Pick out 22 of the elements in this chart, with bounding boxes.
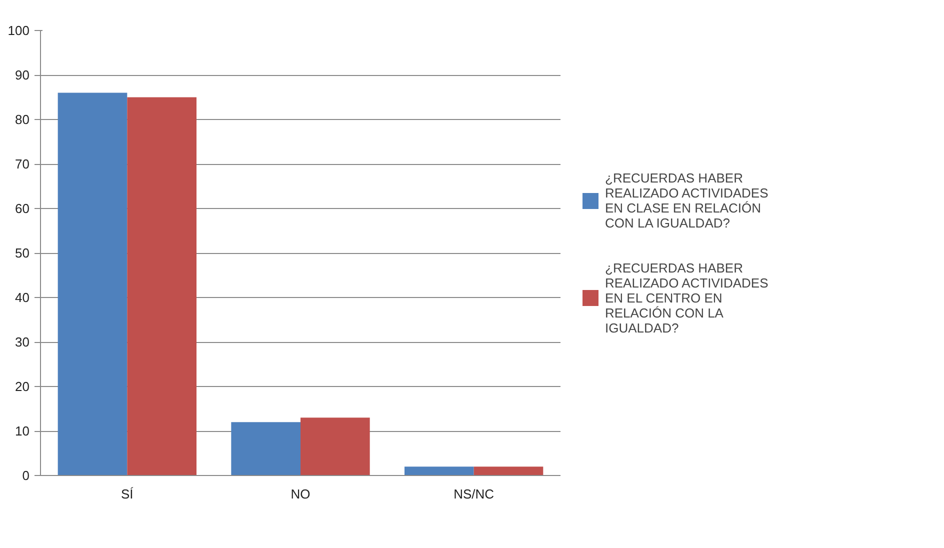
y-tick-label: 90 bbox=[15, 68, 30, 82]
bar bbox=[58, 92, 128, 476]
y-tick-label: 10 bbox=[15, 424, 30, 438]
y-tick-label: 30 bbox=[15, 334, 30, 350]
y-tick-label: 60 bbox=[15, 201, 30, 216]
bar bbox=[127, 97, 196, 476]
y-tick-label: 50 bbox=[15, 246, 30, 260]
y-tick-label: 80 bbox=[15, 112, 30, 127]
bar bbox=[404, 466, 474, 476]
bar bbox=[300, 418, 370, 476]
bar bbox=[474, 466, 544, 476]
x-tick-label: NS/NC bbox=[454, 486, 494, 502]
bar bbox=[231, 422, 300, 476]
x-tick-label: NO bbox=[290, 486, 310, 502]
y-tick-label: 20 bbox=[15, 379, 30, 394]
y-tick-label: 100 bbox=[8, 23, 30, 38]
y-tick-label: 70 bbox=[15, 156, 30, 172]
y-tick-label: 40 bbox=[15, 290, 30, 305]
legend-label: ¿RECUERDAS HABER REALIZADO ACTIVIDADES EN CLASE EN RELACIÓN CON LA IGUALDAD? bbox=[605, 170, 768, 230]
x-tick-label: SÍ bbox=[121, 486, 134, 502]
legend-label: ¿RECUERDAS HABER REALIZADO ACTIVIDADES EN EL CENTRO EN RELACIÓN CON LA IGUALDAD? bbox=[605, 260, 768, 335]
y-tick-label: 0 bbox=[22, 468, 30, 483]
